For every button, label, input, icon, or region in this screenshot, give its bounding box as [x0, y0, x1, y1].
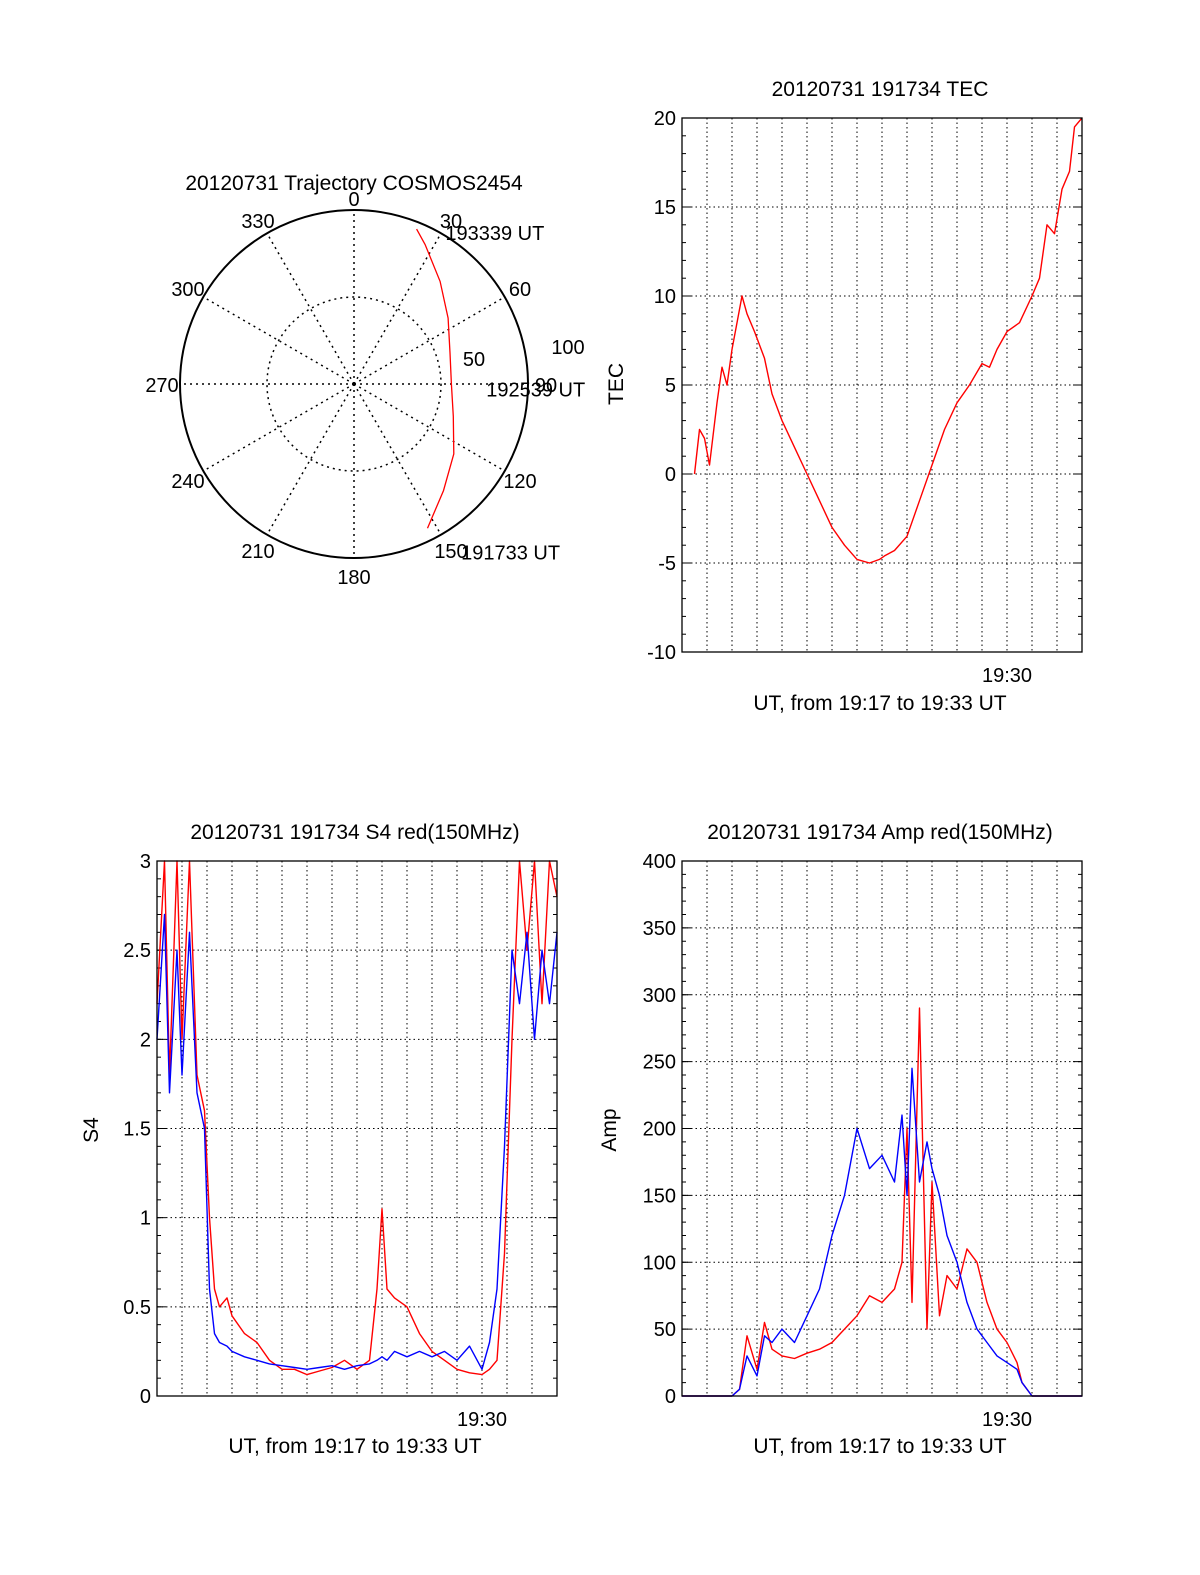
tec-series-line — [693, 117, 1083, 564]
amp-ytick-label: 300 — [643, 985, 676, 1007]
polar-trajectory — [416, 228, 455, 529]
polar-angle-label: 270 — [145, 375, 178, 397]
polar-grid — [179, 209, 529, 559]
tec-ytick-label: 15 — [654, 197, 676, 219]
polar-angle-label: 60 — [509, 279, 531, 301]
tec-xlabel: UT, from 19:17 to 19:33 UT — [753, 692, 1006, 715]
tec-ytick-label: 20 — [654, 108, 676, 130]
amp-series-line — [682, 1067, 1082, 1397]
amp-ylabel: Amp — [598, 1108, 621, 1151]
amp-ytick-label: 150 — [643, 1185, 676, 1207]
polar-spoke — [353, 232, 442, 385]
s4-ylabel: S4 — [80, 1117, 103, 1143]
s4-plot-frame — [156, 860, 558, 1397]
polar-angle-label: 210 — [241, 541, 274, 563]
tec-grid — [682, 118, 1082, 652]
s4-ytick-label: 1 — [140, 1208, 151, 1230]
s4-chart: 20120731 191734 S4 red(150MHz) UT, from … — [80, 821, 558, 1458]
polar-angle-labels: 0 30 60 90 120 150 180 210 240 270 300 330 — [145, 189, 557, 589]
tec-plot-frame — [681, 117, 1083, 653]
polar-annotations: 193339 UT 192539 UT 191733 UT — [445, 223, 585, 564]
polar-radius-label: 50 — [463, 349, 485, 371]
polar-radius-label: 100 — [551, 337, 584, 359]
polar-spoke — [353, 296, 506, 385]
amp-ytick-label: 250 — [643, 1052, 676, 1074]
amp-ytick-label: 400 — [643, 851, 676, 873]
trajectory-polar-chart: 20120731 Trajectory COSMOS2454 0 30 60 90 12… — [145, 172, 585, 589]
polar-angle-label: 30 — [440, 211, 462, 233]
s4-xlabel: UT, from 19:17 to 19:33 UT — [228, 1435, 481, 1458]
polar-radius-labels: 50 100 — [463, 337, 585, 371]
polar-spoke — [353, 383, 442, 536]
tec-ytick-label: -5 — [658, 553, 676, 575]
amp-grid — [682, 861, 1082, 1396]
s4-ytick-label: 2 — [140, 1029, 151, 1051]
amp-xtick-label: 19:30 — [982, 1409, 1032, 1431]
polar-spoke — [353, 383, 506, 472]
amp-plot-frame — [681, 860, 1083, 1397]
s4-ytick-label: 3 — [140, 851, 151, 873]
polar-time-annotation: 191733 UT — [461, 542, 560, 564]
tec-chart: 20120731 191734 TEC UT, from 19:17 to 19… — [605, 78, 1083, 715]
amp-xlabel: UT, from 19:17 to 19:33 UT — [753, 1435, 1006, 1458]
amp-chart: 20120731 191734 Amp red(150MHz) UT, from… — [598, 821, 1083, 1458]
tec-ytick-label: -10 — [647, 642, 676, 664]
s4-ytick-label: 1.5 — [123, 1119, 151, 1141]
amp-series-line — [682, 1007, 1082, 1397]
amp-ytick-label: 200 — [643, 1119, 676, 1141]
polar-angle-label: 90 — [535, 375, 557, 397]
amp-ytick-label: 50 — [654, 1319, 676, 1341]
polar-angle-label: 330 — [241, 211, 274, 233]
s4-grid — [157, 861, 557, 1396]
s4-xtick-label: 19:30 — [457, 1409, 507, 1431]
polar-outer-circle — [179, 209, 529, 559]
polar-spoke — [266, 383, 355, 536]
amp-ytick-label: 350 — [643, 918, 676, 940]
polar-angle-label: 240 — [171, 471, 204, 493]
polar-inner-circle — [266, 296, 442, 472]
s4-ytick-label: 2.5 — [123, 940, 151, 962]
s4-ytick-label: 0.5 — [123, 1297, 151, 1319]
polar-time-annotation: 192539 UT — [486, 379, 585, 401]
tec-xtick-label: 19:30 — [982, 665, 1032, 687]
tec-ytick-label: 0 — [665, 464, 676, 486]
polar-angle-label: 300 — [171, 279, 204, 301]
polar-spoke — [202, 296, 355, 385]
tec-ytick-label: 5 — [665, 375, 676, 397]
s4-title: 20120731 191734 S4 red(150MHz) — [190, 821, 519, 844]
polar-spoke — [266, 232, 355, 385]
polar-spoke — [202, 383, 355, 472]
tec-title: 20120731 191734 TEC — [772, 78, 989, 101]
polar-trajectory-line — [416, 228, 455, 529]
amp-ytick-label: 100 — [643, 1252, 676, 1274]
polar-time-annotation: 193339 UT — [445, 223, 544, 245]
amp-title: 20120731 191734 Amp red(150MHz) — [707, 821, 1053, 844]
polar-angle-label: 0 — [348, 189, 359, 211]
tec-ylabel: TEC — [605, 363, 628, 405]
amp-ytick-label: 0 — [665, 1386, 676, 1408]
polar-angle-label: 180 — [337, 567, 370, 589]
polar-angle-label: 120 — [503, 471, 536, 493]
polar-title: 20120731 Trajectory COSMOS2454 — [185, 172, 523, 195]
s4-ytick-label: 0 — [140, 1386, 151, 1408]
polar-angle-label: 150 — [434, 541, 467, 563]
s4-series-line — [156, 913, 558, 1371]
tec-ytick-label: 10 — [654, 286, 676, 308]
s4-series-line — [156, 860, 558, 1376]
